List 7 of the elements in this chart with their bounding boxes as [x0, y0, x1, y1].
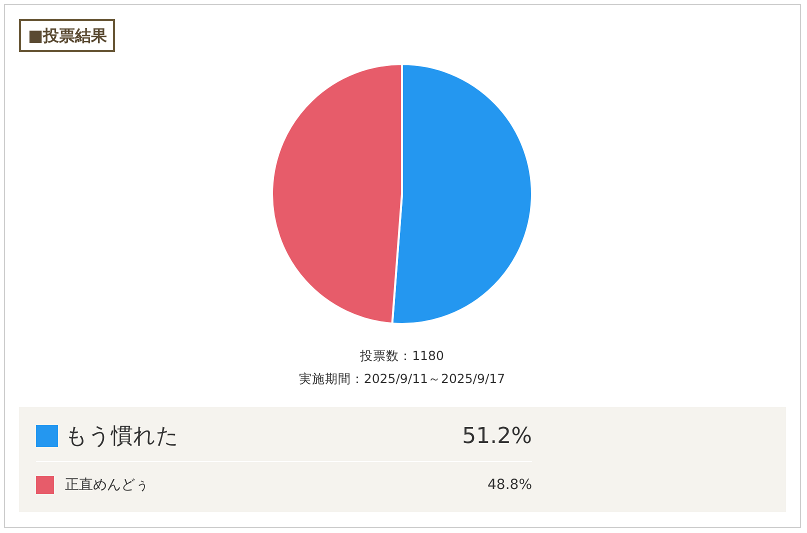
- data-label: 48.8%: [488, 477, 532, 493]
- text: 実施期間：2025/9/11～2025/9/17: [298, 370, 506, 388]
- chart-title: ■投票結果: [19, 19, 116, 52]
- text: 投票数：1180: [359, 347, 445, 365]
- legend-label: 正直めんどぅ: [65, 476, 150, 494]
- legend-label: もう慣れた: [65, 423, 180, 451]
- data-label: 51.2%: [462, 424, 532, 448]
